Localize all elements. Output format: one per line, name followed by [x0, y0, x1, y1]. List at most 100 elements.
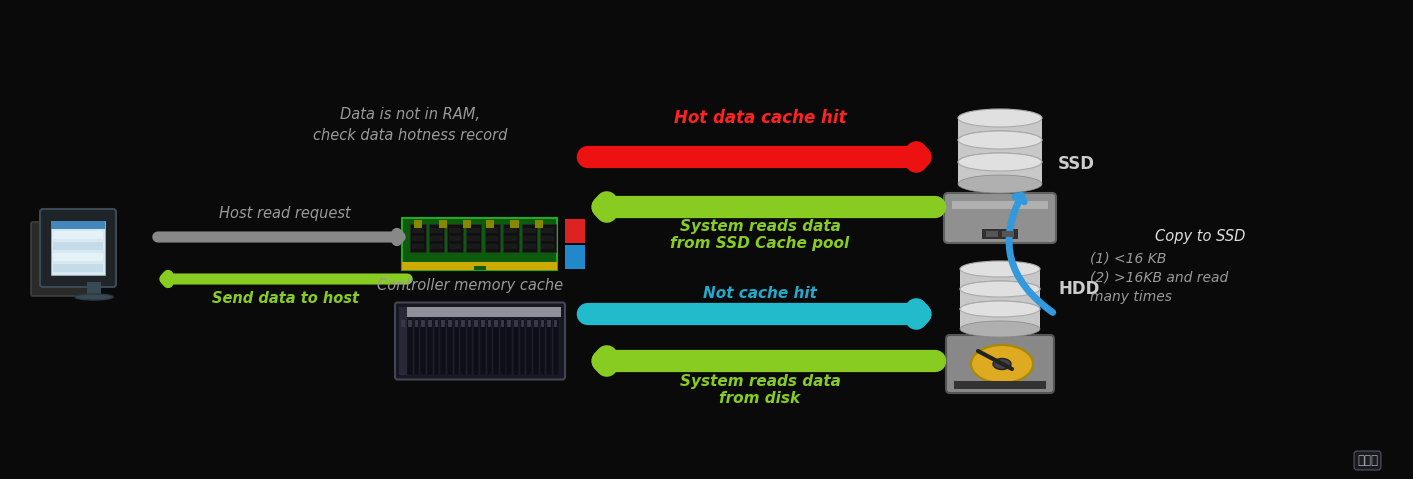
- Bar: [503, 224, 519, 252]
- Bar: [954, 381, 1046, 389]
- FancyBboxPatch shape: [40, 209, 116, 287]
- Bar: [523, 236, 536, 241]
- Bar: [504, 244, 517, 249]
- Bar: [554, 320, 558, 327]
- Bar: [449, 244, 462, 249]
- Bar: [434, 319, 439, 375]
- Bar: [493, 319, 499, 375]
- Bar: [952, 201, 1048, 209]
- Bar: [54, 231, 103, 239]
- FancyBboxPatch shape: [31, 222, 90, 296]
- Bar: [468, 236, 480, 241]
- Bar: [514, 320, 517, 327]
- Bar: [533, 319, 538, 375]
- Bar: [480, 320, 485, 327]
- Bar: [486, 319, 492, 375]
- Bar: [540, 224, 555, 252]
- Ellipse shape: [958, 153, 1041, 171]
- Ellipse shape: [958, 109, 1041, 127]
- Bar: [441, 319, 447, 375]
- Bar: [54, 264, 103, 272]
- Bar: [51, 221, 105, 275]
- Bar: [959, 269, 1040, 289]
- Bar: [510, 220, 519, 228]
- FancyBboxPatch shape: [944, 193, 1056, 243]
- Bar: [415, 320, 418, 327]
- Bar: [540, 319, 545, 375]
- Ellipse shape: [75, 294, 113, 300]
- Ellipse shape: [958, 131, 1041, 149]
- Bar: [541, 236, 554, 241]
- Bar: [958, 162, 1041, 184]
- Bar: [958, 140, 1041, 162]
- Ellipse shape: [959, 301, 1040, 317]
- Bar: [986, 231, 998, 237]
- Bar: [408, 320, 411, 327]
- Bar: [468, 228, 480, 233]
- Bar: [486, 220, 495, 228]
- Text: Send data to host: Send data to host: [212, 291, 359, 306]
- Bar: [486, 236, 499, 241]
- Bar: [466, 224, 482, 252]
- Bar: [504, 236, 517, 241]
- Bar: [54, 253, 103, 261]
- Bar: [413, 244, 424, 249]
- Bar: [461, 319, 466, 375]
- Bar: [1002, 231, 1015, 237]
- Bar: [475, 320, 478, 327]
- Bar: [523, 228, 536, 233]
- Text: Not cache hit: Not cache hit: [704, 286, 817, 301]
- Bar: [401, 320, 406, 327]
- Bar: [435, 320, 438, 327]
- Bar: [487, 320, 492, 327]
- Bar: [486, 244, 499, 249]
- Text: HDD: HDD: [1058, 280, 1099, 298]
- Bar: [541, 320, 544, 327]
- Ellipse shape: [958, 175, 1041, 193]
- Bar: [534, 220, 543, 228]
- Bar: [431, 236, 444, 241]
- Bar: [413, 236, 424, 241]
- Bar: [431, 228, 444, 233]
- Bar: [534, 320, 537, 327]
- Text: System reads data
from SSD Cache pool: System reads data from SSD Cache pool: [670, 219, 849, 251]
- Bar: [414, 319, 420, 375]
- Bar: [959, 309, 1040, 329]
- Ellipse shape: [959, 281, 1040, 297]
- Ellipse shape: [959, 281, 1040, 297]
- Bar: [403, 218, 558, 270]
- Bar: [438, 220, 447, 228]
- Bar: [461, 320, 465, 327]
- Bar: [414, 220, 422, 228]
- Bar: [520, 319, 526, 375]
- Bar: [527, 319, 533, 375]
- Text: Copy to SSD: Copy to SSD: [1154, 229, 1245, 244]
- Bar: [473, 266, 486, 270]
- FancyBboxPatch shape: [396, 303, 565, 379]
- Bar: [427, 319, 432, 375]
- Bar: [448, 224, 463, 252]
- Bar: [88, 282, 100, 294]
- Bar: [447, 319, 452, 375]
- Bar: [448, 320, 452, 327]
- Bar: [480, 319, 486, 375]
- Bar: [547, 319, 552, 375]
- Bar: [449, 236, 462, 241]
- Text: 亦速云: 亦速云: [1356, 454, 1378, 467]
- Bar: [507, 320, 512, 327]
- Bar: [485, 224, 500, 252]
- Bar: [523, 244, 536, 249]
- Ellipse shape: [959, 321, 1040, 337]
- Bar: [982, 229, 1017, 239]
- Bar: [421, 319, 425, 375]
- Bar: [421, 320, 425, 327]
- Ellipse shape: [971, 345, 1033, 383]
- Bar: [462, 220, 471, 228]
- Bar: [527, 320, 531, 327]
- Bar: [473, 319, 479, 375]
- Bar: [413, 228, 424, 233]
- Text: Host read request: Host read request: [219, 206, 350, 221]
- Bar: [500, 320, 504, 327]
- Bar: [500, 319, 506, 375]
- Bar: [521, 320, 524, 327]
